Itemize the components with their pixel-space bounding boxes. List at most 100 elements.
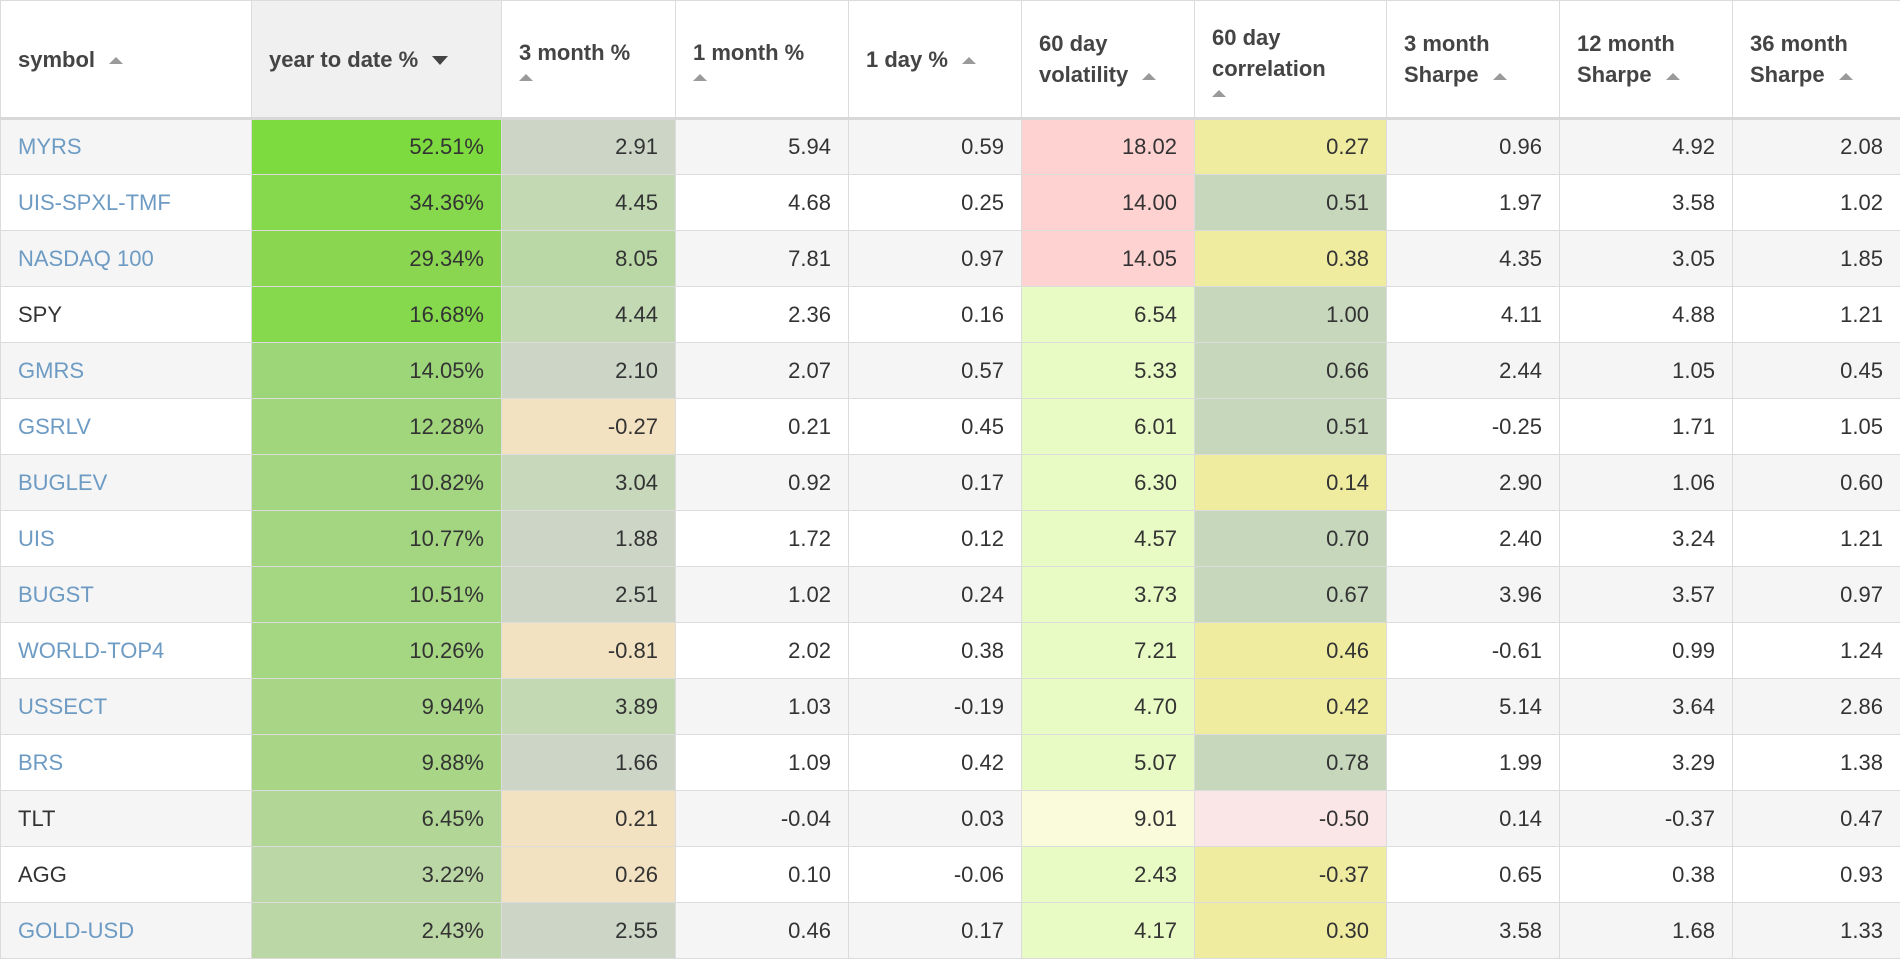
cell-symbol[interactable]: NASDAQ 100 xyxy=(1,231,252,287)
cell-sh3: -0.25 xyxy=(1387,399,1560,455)
cell-vol60: 4.70 xyxy=(1022,679,1195,735)
cell-sh12: 3.57 xyxy=(1560,567,1733,623)
column-header-m3[interactable]: 3 month % xyxy=(502,1,676,119)
cell-symbol[interactable]: UIS xyxy=(1,511,252,567)
sort-ascending-icon[interactable] xyxy=(962,57,976,64)
cell-d1: 0.42 xyxy=(849,735,1022,791)
sort-ascending-icon[interactable] xyxy=(1493,73,1507,80)
cell-m1: 7.81 xyxy=(676,231,849,287)
cell-symbol[interactable]: WORLD-TOP4 xyxy=(1,623,252,679)
cell-sh36: 2.08 xyxy=(1733,119,1900,175)
column-header-label: 1 day % xyxy=(866,47,948,72)
column-header-m1[interactable]: 1 month % xyxy=(676,1,849,119)
cell-symbol[interactable]: UIS-SPXL-TMF xyxy=(1,175,252,231)
cell-corr60: 0.66 xyxy=(1195,343,1387,399)
cell-m3: 2.51 xyxy=(502,567,676,623)
sort-ascending-icon[interactable] xyxy=(1839,73,1853,80)
cell-symbol[interactable]: USSECT xyxy=(1,679,252,735)
cell-sh36: 0.93 xyxy=(1733,847,1900,903)
cell-sh12: 3.29 xyxy=(1560,735,1733,791)
cell-sh12: 3.05 xyxy=(1560,231,1733,287)
sort-ascending-icon[interactable] xyxy=(1666,73,1680,80)
sort-ascending-icon[interactable] xyxy=(693,74,707,81)
cell-symbol[interactable]: BUGLEV xyxy=(1,455,252,511)
cell-m1: 0.92 xyxy=(676,455,849,511)
column-header-symbol[interactable]: symbol xyxy=(1,1,252,119)
symbol-link[interactable]: GMRS xyxy=(18,358,84,383)
cell-m3: -0.27 xyxy=(502,399,676,455)
cell-ytd: 9.88% xyxy=(252,735,502,791)
cell-sh12: 1.06 xyxy=(1560,455,1733,511)
column-header-label: 1 month % xyxy=(693,40,804,65)
cell-sh3: 4.11 xyxy=(1387,287,1560,343)
column-header-label: volatility xyxy=(1039,62,1128,87)
cell-sh12: -0.37 xyxy=(1560,791,1733,847)
cell-vol60: 14.00 xyxy=(1022,175,1195,231)
cell-symbol[interactable]: BRS xyxy=(1,735,252,791)
column-header-label: symbol xyxy=(18,47,95,72)
cell-sh12: 4.92 xyxy=(1560,119,1733,175)
column-header-d1[interactable]: 1 day % xyxy=(849,1,1022,119)
cell-m1: 4.68 xyxy=(676,175,849,231)
symbol-link[interactable]: WORLD-TOP4 xyxy=(18,638,164,663)
cell-sh3: -0.61 xyxy=(1387,623,1560,679)
symbol-link[interactable]: BUGLEV xyxy=(18,470,107,495)
sort-ascending-icon[interactable] xyxy=(1212,90,1226,97)
cell-d1: 0.97 xyxy=(849,231,1022,287)
cell-symbol[interactable]: GOLD-USD xyxy=(1,903,252,959)
column-header-ytd[interactable]: year to date % xyxy=(252,1,502,119)
column-header-label: Sharpe xyxy=(1404,62,1479,87)
cell-ytd: 12.28% xyxy=(252,399,502,455)
cell-symbol[interactable]: GSRLV xyxy=(1,399,252,455)
sort-ascending-icon[interactable] xyxy=(519,74,533,81)
cell-sh3: 1.97 xyxy=(1387,175,1560,231)
cell-d1: 0.57 xyxy=(849,343,1022,399)
header-row: symbol year to date %3 month % 1 month % 1 … xyxy=(1,1,1900,119)
cell-m1: -0.04 xyxy=(676,791,849,847)
cell-ytd: 52.51% xyxy=(252,119,502,175)
cell-sh12: 3.24 xyxy=(1560,511,1733,567)
symbol-link[interactable]: UIS xyxy=(18,526,55,551)
cell-vol60: 5.33 xyxy=(1022,343,1195,399)
symbol-link[interactable]: GSRLV xyxy=(18,414,91,439)
cell-corr60: 0.38 xyxy=(1195,231,1387,287)
cell-symbol[interactable]: BUGST xyxy=(1,567,252,623)
cell-d1: 0.03 xyxy=(849,791,1022,847)
cell-ytd: 10.77% xyxy=(252,511,502,567)
cell-symbol[interactable]: GMRS xyxy=(1,343,252,399)
symbol-link[interactable]: GOLD-USD xyxy=(18,918,134,943)
sort-ascending-icon[interactable] xyxy=(109,57,123,64)
cell-ytd: 10.82% xyxy=(252,455,502,511)
symbol-link[interactable]: BRS xyxy=(18,750,63,775)
cell-corr60: -0.50 xyxy=(1195,791,1387,847)
cell-symbol[interactable]: MYRS xyxy=(1,119,252,175)
cell-m3: 0.26 xyxy=(502,847,676,903)
symbol-link[interactable]: UIS-SPXL-TMF xyxy=(18,190,171,215)
cell-d1: 0.38 xyxy=(849,623,1022,679)
cell-m1: 1.09 xyxy=(676,735,849,791)
symbol-link[interactable]: NASDAQ 100 xyxy=(18,246,154,271)
cell-m1: 2.36 xyxy=(676,287,849,343)
cell-sh36: 2.86 xyxy=(1733,679,1900,735)
cell-sh12: 1.71 xyxy=(1560,399,1733,455)
cell-sh36: 1.02 xyxy=(1733,175,1900,231)
symbol-link[interactable]: MYRS xyxy=(18,134,82,159)
symbol-link[interactable]: BUGST xyxy=(18,582,94,607)
sort-ascending-icon[interactable] xyxy=(1142,73,1156,80)
symbol-link[interactable]: USSECT xyxy=(18,694,107,719)
cell-corr60: 0.51 xyxy=(1195,175,1387,231)
sort-descending-icon[interactable] xyxy=(432,56,448,65)
column-header-label: correlation xyxy=(1212,56,1326,81)
cell-sh3: 2.90 xyxy=(1387,455,1560,511)
cell-sh12: 0.38 xyxy=(1560,847,1733,903)
